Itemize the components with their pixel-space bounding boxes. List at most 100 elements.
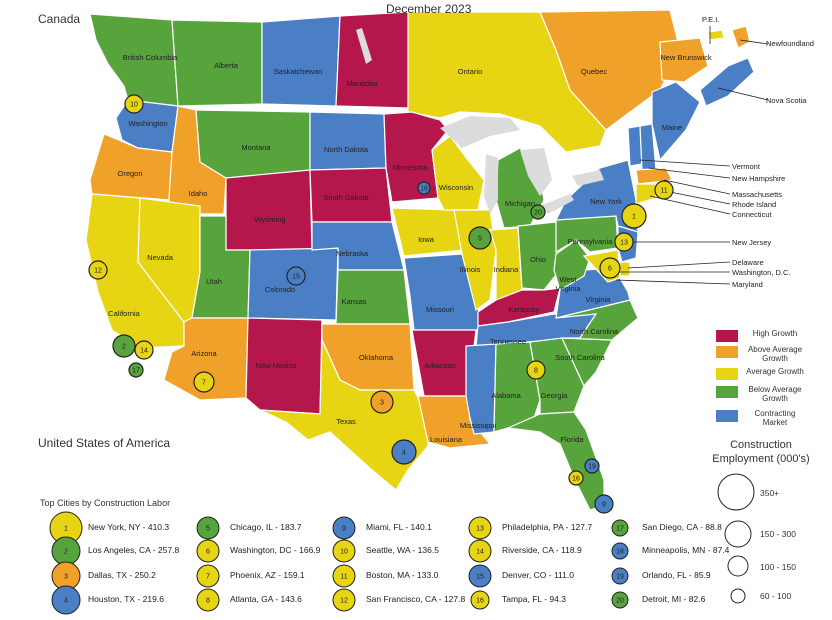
cities-legend-rank: 17 (616, 526, 624, 533)
city-bubble-circle (112, 334, 136, 358)
region-north-dakota (309, 111, 387, 171)
label-british-columbia: British Columbia (123, 53, 178, 62)
label-ontario: Ontario (458, 67, 483, 76)
label-north-carolina: North Carolina (570, 327, 619, 336)
city-entry-8: Atlanta, GA - 143.6 (230, 594, 302, 604)
city-entry-19: Orlando, FL - 85.9 (642, 570, 711, 580)
label-illinois: Illinois (460, 265, 481, 274)
lake-erie (540, 194, 574, 214)
cities-legend-bubble-14: 14 (468, 539, 492, 563)
city-bubble-12: 12 (88, 260, 108, 280)
region-iowa (391, 207, 465, 257)
label-maine: Maine (662, 123, 682, 132)
city-bubble-rank: 18 (420, 186, 428, 193)
city-bubble-circle (124, 94, 144, 114)
city-bubble-circle (370, 390, 394, 414)
label-mississippi: Mississippi (460, 421, 497, 430)
region-wisconsin (431, 135, 485, 211)
city-bubble-circle (614, 232, 634, 252)
employment-size-legend (717, 473, 755, 604)
cities-legend-rank: 2 (64, 549, 68, 556)
cities-legend-rank: 16 (476, 598, 484, 605)
city-bubble-rank: 3 (380, 400, 384, 407)
cities-legend-circle (332, 564, 356, 588)
label-pennsylvania: Pennsylvania (568, 237, 613, 246)
city-entry-18: Minneapolis, MN - 87.4 (642, 545, 730, 555)
label-manitoba: Manitoba (347, 79, 379, 88)
label-missouri: Missouri (426, 305, 454, 314)
city-bubble-8: 8 (526, 360, 546, 380)
cities-legend-circle (332, 539, 356, 563)
city-entry-4: Houston, TX - 219.6 (88, 594, 164, 604)
callout-nova-scotia: Nova Scotia (766, 96, 807, 105)
cities-legend-bubble-16: 16 (470, 590, 490, 610)
city-entry-12: San Francisco, CA - 127.8 (366, 594, 466, 604)
label-saskatchewan: Saskatchewan (274, 67, 323, 76)
callout-rhode-island: Rhode Island (732, 200, 776, 209)
cities-legend-bubble-4: 4 (51, 585, 81, 615)
city-bubble-rank: 4 (402, 450, 406, 457)
label-iowa: Iowa (418, 235, 435, 244)
cities-legend-bubble-17: 17 (611, 519, 629, 537)
city-entry-17: San Diego, CA - 88.8 (642, 522, 722, 532)
size-circle-100 (727, 555, 749, 577)
region-newfoundland (731, 25, 751, 49)
city-bubble-circle (193, 371, 215, 393)
city-bubble-7: 7 (193, 371, 215, 393)
label-alabama: Alabama (491, 391, 521, 400)
label-south-carolina: South Carolina (555, 353, 605, 362)
region-connecticut (635, 183, 657, 205)
cities-legend-bubble-7: 7 (196, 564, 220, 588)
cities-legend-rank: 11 (340, 574, 347, 581)
label-oregon: Oregon (117, 169, 142, 178)
city-bubble-6: 6 (599, 257, 621, 279)
city-bubble-circle (584, 458, 600, 474)
callout-new-jersey: New Jersey (732, 238, 771, 247)
city-bubble-rank: 9 (602, 502, 606, 509)
city-bubble-circle (128, 362, 144, 378)
lake-michigan (484, 154, 498, 214)
city-entry-6: Washington, DC - 166.9 (230, 545, 321, 555)
lakes (356, 28, 604, 214)
label-west-virginia-2: Virginia (556, 284, 582, 293)
cities-legend-rank: 12 (340, 598, 348, 605)
cities-legend-bubble-5: 5 (196, 516, 220, 540)
cities-legend-bubble-20: 20 (611, 591, 629, 609)
city-entry-5: Chicago, IL - 183.7 (230, 522, 302, 532)
size-label-60: 60 - 100 (760, 591, 792, 601)
region-new-brunswick (659, 37, 709, 83)
city-bubble-circle (417, 181, 431, 195)
region-maine (651, 81, 701, 162)
label-texas: Texas (336, 417, 356, 426)
city-entry-3: Dallas, TX - 250.2 (88, 570, 156, 580)
label-north-dakota: North Dakota (324, 145, 369, 154)
city-bubble-3: 3 (370, 390, 394, 414)
callout-vermont: Vermont (732, 162, 761, 171)
employment-legend-title: Construction Employment (000's) (712, 439, 810, 465)
cities-legend-bubble-10: 10 (332, 539, 356, 563)
size-label-350: 350+ (760, 488, 780, 498)
city-bubble-circle (530, 204, 546, 220)
callout-connecticut: Connecticut (732, 210, 773, 219)
cities-legend-rank: 9 (342, 526, 346, 533)
label-montana: Montana (241, 143, 271, 152)
label-kentucky: Kentucky (509, 305, 540, 314)
label-nevada: Nevada (147, 253, 174, 262)
city-bubble-20: 20 (530, 204, 546, 220)
city-bubble-rank: 11 (660, 188, 667, 195)
region-arizona (163, 317, 249, 401)
city-entry-15: Denver, CO - 111.0 (502, 570, 574, 580)
cities-legend-bubble-9: 9 (332, 516, 356, 540)
city-bubble-rank: 19 (588, 464, 596, 471)
region-labels: British Columbia Alberta Saskatchewan Ma… (108, 53, 712, 444)
cities-legend-rank: 4 (64, 598, 68, 605)
legend-label-2: Average Growth (746, 367, 804, 376)
cities-legend-bubble-19: 19 (611, 567, 629, 585)
label-oklahoma: Oklahoma (359, 353, 394, 362)
cities-legend-circle (332, 588, 356, 612)
cities-legend-circle (468, 516, 492, 540)
city-bubble-circle (468, 226, 492, 250)
city-bubble-circle (599, 257, 621, 279)
